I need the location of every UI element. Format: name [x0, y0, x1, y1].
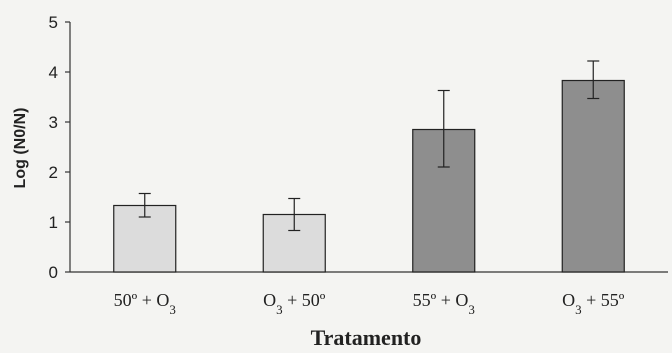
- bar: [561, 79, 625, 273]
- y-tick-label: 3: [49, 113, 58, 132]
- bars: [113, 79, 625, 273]
- x-tick-label: O3 + 50º: [263, 290, 326, 317]
- x-tick-label: O3 + 55º: [562, 290, 625, 317]
- y-ticks: 0 1 2 3 4 5: [49, 13, 70, 282]
- x-tick-label: 50º + O3: [114, 290, 176, 317]
- x-axis-label: Tratamento: [311, 325, 422, 350]
- y-tick-label: 0: [49, 263, 58, 282]
- y-tick-label: 5: [49, 13, 58, 32]
- x-ticks: 50º + O3 O3 + 50º 55º + O3 O3 + 55º: [114, 290, 625, 317]
- y-tick-label: 4: [49, 63, 58, 82]
- y-tick-label: 1: [49, 213, 58, 232]
- error-bars: [138, 60, 600, 232]
- y-tick-label: 2: [49, 163, 58, 182]
- x-tick-label: 55º + O3: [413, 290, 475, 317]
- y-axis-label: Log (N0/N): [12, 108, 29, 189]
